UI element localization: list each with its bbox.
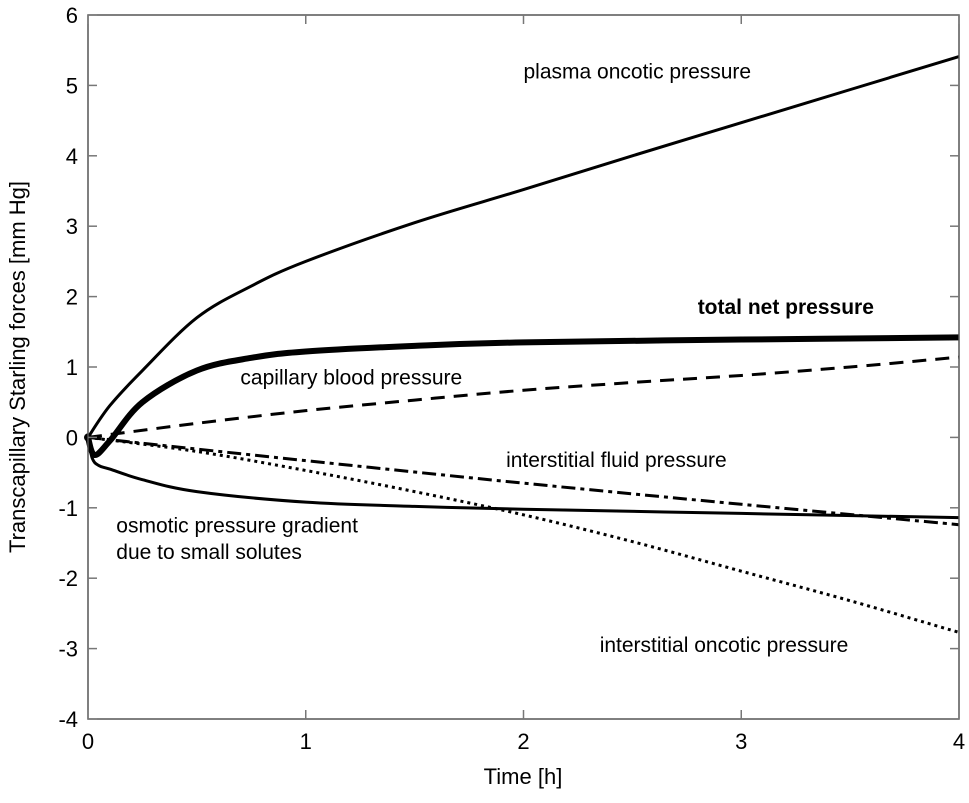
y-tick-label: 1 bbox=[66, 355, 78, 380]
y-tick-label: 3 bbox=[66, 214, 78, 239]
x-tick-label: 3 bbox=[735, 729, 747, 754]
y-tick-label: 6 bbox=[66, 3, 78, 28]
plot-area: plasma oncotic pressure total net pressur… bbox=[84, 55, 960, 657]
annotation-label: plasma oncotic pressure bbox=[524, 60, 752, 83]
y-axis-label: Transcapillary Starling forces [mm Hg] bbox=[5, 181, 30, 553]
axis-ticks: 0 1 2 3 4 6 5 4 3 2 1 0 -1 -2 -3 -4 bbox=[58, 3, 965, 754]
y-tick-label: -1 bbox=[58, 496, 78, 521]
x-tick-label: 1 bbox=[300, 729, 312, 754]
x-tick-label: 0 bbox=[82, 729, 94, 754]
y-tick-label: -3 bbox=[58, 637, 78, 662]
x-tick-label: 2 bbox=[517, 729, 529, 754]
series-line-3 bbox=[87, 435, 960, 527]
annotation-label: interstitial oncotic pressure bbox=[600, 634, 849, 657]
y-tick-label: 2 bbox=[66, 285, 78, 310]
y-tick-label: -4 bbox=[58, 707, 78, 732]
annotation-label: due to small solutes bbox=[116, 541, 302, 564]
y-tick-label: 5 bbox=[66, 73, 78, 98]
series-line-2 bbox=[87, 355, 960, 439]
annotation-label: interstitial fluid pressure bbox=[506, 449, 727, 472]
series-line-5 bbox=[87, 435, 960, 634]
annotation-label: capillary blood pressure bbox=[240, 367, 462, 390]
y-tick-label: 4 bbox=[66, 144, 78, 169]
y-tick-label: 0 bbox=[66, 425, 78, 450]
y-tick-label: -2 bbox=[58, 566, 78, 591]
x-tick-label: 4 bbox=[953, 729, 965, 754]
series-line-0 bbox=[86, 55, 960, 439]
series-line-4 bbox=[86, 437, 960, 520]
annotation-label: total net pressure bbox=[698, 296, 874, 319]
annotation-label: osmotic pressure gradient bbox=[116, 514, 358, 537]
series-line-1 bbox=[85, 334, 960, 458]
x-axis-label: Time [h] bbox=[484, 764, 563, 789]
